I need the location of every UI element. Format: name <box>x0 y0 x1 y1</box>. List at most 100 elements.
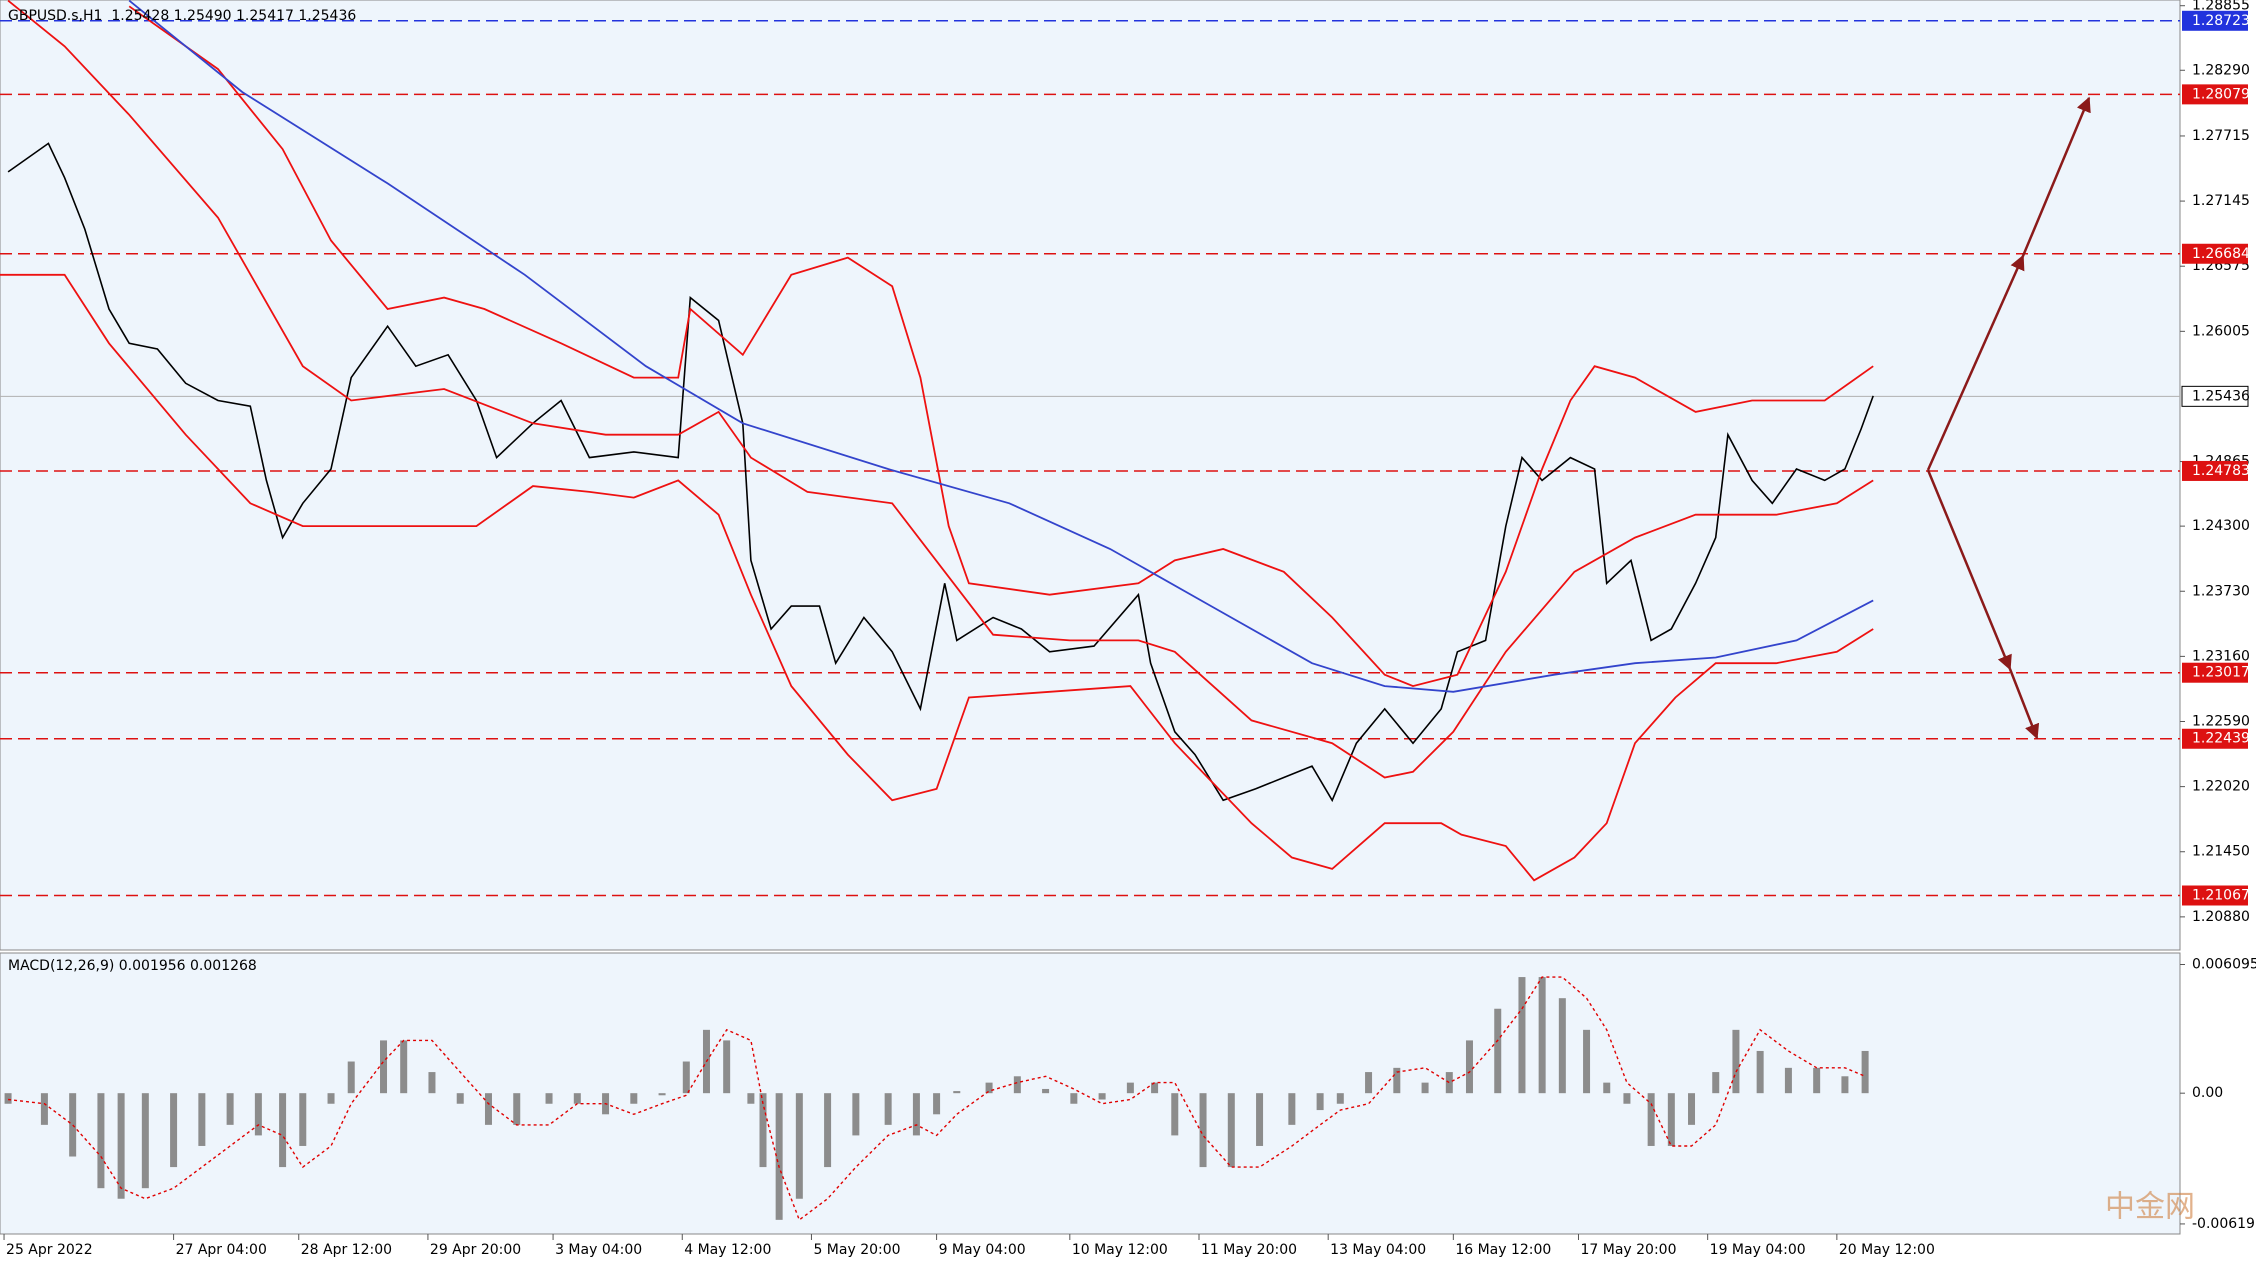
arrow <box>2021 96 2091 257</box>
macd-bar <box>400 1040 408 1094</box>
y-tick-label: 1.27715 <box>2192 128 2250 144</box>
forecast-arrows <box>1926 96 2091 740</box>
y-tick-label: 1.28290 <box>2192 62 2250 78</box>
x-tick-label: 4 May 12:00 <box>684 1242 771 1258</box>
macd-bar <box>1861 1050 1869 1094</box>
macd-bar <box>428 1072 436 1094</box>
macd-bar <box>1538 977 1546 1094</box>
macd-bar <box>824 1093 832 1168</box>
macd-bar <box>1494 1008 1502 1094</box>
macd-bar <box>484 1093 492 1125</box>
y-tick-label: 0.006095 <box>2192 957 2256 973</box>
level-label: 1.23017 <box>2192 665 2250 681</box>
macd-bar <box>4 1093 12 1104</box>
watermark: 中金网 <box>2105 1190 2195 1225</box>
indicator-line <box>128 0 1874 693</box>
macd-bar <box>1518 977 1526 1094</box>
x-tick-label: 9 May 04:00 <box>939 1242 1026 1258</box>
macd-title: MACD(12,26,9) 0.001956 0.001268 <box>8 958 257 974</box>
macd-bar <box>117 1093 125 1199</box>
macd-bar <box>852 1093 860 1136</box>
macd-bar <box>226 1093 234 1125</box>
macd-bar <box>254 1093 262 1136</box>
x-tick-label: 19 May 04:00 <box>1710 1242 1806 1258</box>
macd-bar <box>1171 1093 1179 1136</box>
level-tag <box>2182 728 2248 749</box>
macd-bar <box>513 1093 521 1125</box>
macd-bar <box>1013 1076 1021 1094</box>
macd-bar <box>985 1082 993 1094</box>
level-label: 1.21067 <box>2192 888 2250 904</box>
x-tick-label: 10 May 12:00 <box>1072 1242 1168 1258</box>
macd-bar <box>1393 1067 1401 1094</box>
macd-bar <box>1688 1093 1696 1125</box>
signal-line <box>8 976 1866 1222</box>
macd-bar <box>953 1091 961 1094</box>
level-tag <box>2182 662 2248 683</box>
macd-bar <box>1813 1067 1821 1094</box>
level-label: 1.28723 <box>2192 13 2250 29</box>
y-tick-label: -0.006193 <box>2192 1216 2256 1232</box>
arrow <box>1926 254 2025 471</box>
indicator-line <box>0 273 1874 882</box>
y-tick-label: 1.24300 <box>2192 518 2250 534</box>
macd-bar <box>545 1093 553 1104</box>
x-tick-label: 28 Apr 12:00 <box>301 1242 392 1258</box>
macd-bar <box>1784 1067 1792 1094</box>
macd-bar <box>279 1093 287 1168</box>
macd-bar <box>1756 1050 1764 1094</box>
macd-bar <box>327 1093 335 1104</box>
y-tick-label: 1.23730 <box>2192 583 2250 599</box>
x-tick-label: 17 May 20:00 <box>1580 1242 1676 1258</box>
level-label: 1.24783 <box>2192 463 2250 479</box>
y-tick-label: 1.26005 <box>2192 323 2250 339</box>
macd-bar <box>795 1093 803 1199</box>
x-tick-label: 3 May 04:00 <box>555 1242 642 1258</box>
macd-bar <box>1256 1093 1264 1146</box>
price-line <box>7 142 1874 803</box>
y-tick-label: 0.00 <box>2192 1085 2223 1101</box>
macd-bar <box>1603 1082 1611 1094</box>
macd-bar <box>1465 1040 1473 1094</box>
macd-bar <box>1070 1093 1078 1104</box>
macd-bar <box>141 1093 149 1189</box>
macd-bar <box>573 1093 581 1104</box>
macd-bar <box>347 1061 355 1094</box>
level-tag <box>2182 885 2248 906</box>
y-tick-label: 1.21450 <box>2192 844 2250 860</box>
level-label: 1.26684 <box>2192 246 2250 262</box>
arrow <box>2008 668 2040 740</box>
y-tick-label: 1.23160 <box>2192 648 2250 664</box>
x-tick-label: 16 May 12:00 <box>1455 1242 1551 1258</box>
level-tag <box>2182 84 2248 105</box>
macd-bar <box>1288 1093 1296 1125</box>
macd-bar <box>759 1093 767 1168</box>
level-label: 1.28079 <box>2192 86 2250 102</box>
macd-bar <box>1365 1072 1373 1094</box>
y-tick-label: 1.22590 <box>2192 713 2250 729</box>
level-tag <box>2182 243 2248 264</box>
y-tick-label: 1.22020 <box>2192 779 2250 795</box>
macd-bar <box>1042 1088 1050 1094</box>
macd-bar <box>1583 1029 1591 1094</box>
macd-bar <box>1199 1093 1207 1168</box>
macd-bar <box>658 1093 666 1096</box>
y-tick-label: 1.28855 <box>2192 0 2250 14</box>
x-tick-label: 27 Apr 04:00 <box>176 1242 267 1258</box>
macd-bar <box>1151 1082 1159 1094</box>
macd-bar <box>1098 1093 1106 1100</box>
indicator-line <box>7 0 1874 779</box>
macd-bar <box>380 1040 388 1094</box>
macd-bar <box>1623 1093 1631 1104</box>
arrow <box>1926 469 2012 671</box>
macd-bar <box>1712 1072 1720 1094</box>
macd-bar <box>299 1093 307 1146</box>
y-tick-label: 1.27145 <box>2192 193 2250 209</box>
x-tick-label: 13 May 04:00 <box>1330 1242 1426 1258</box>
x-tick-label: 5 May 20:00 <box>813 1242 900 1258</box>
macd-bar <box>1421 1082 1429 1094</box>
macd-bar <box>884 1093 892 1125</box>
x-tick-label: 11 May 20:00 <box>1201 1242 1297 1258</box>
macd-bar <box>1445 1072 1453 1094</box>
